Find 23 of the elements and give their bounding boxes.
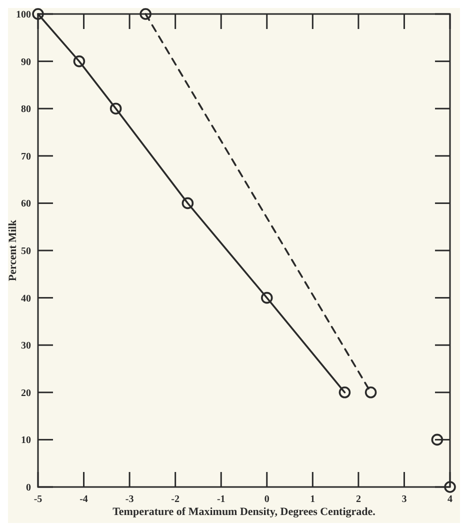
x-tick-label: 0 <box>264 494 270 505</box>
x-tick-label: 3 <box>402 494 407 505</box>
x-axis-title: Temperature of Maximum Density, Degrees Centigrade. <box>112 506 376 518</box>
x-tick-label: 2 <box>356 494 361 505</box>
y-tick-label: 100 <box>16 10 31 20</box>
x-tick-label: 4 <box>448 494 452 505</box>
y-tick-label: 50 <box>21 246 31 257</box>
y-tick-label: 80 <box>21 104 31 116</box>
y-tick-label: 60 <box>21 198 31 210</box>
y-tick-label: 30 <box>21 340 31 352</box>
x-tick-label: 1 <box>310 494 316 505</box>
x-tick-label: -2 <box>171 494 180 505</box>
y-tick-label: 90 <box>21 56 31 68</box>
x-tick-label: -1 <box>216 494 226 505</box>
x-tick-label: -5 <box>34 494 42 505</box>
y-tick-label: 20 <box>21 388 31 399</box>
y-tick-label: 0 <box>26 482 31 494</box>
x-tick-label: -4 <box>80 494 88 505</box>
y-tick-label: 70 <box>21 151 31 162</box>
y-axis-title: Percent Milk <box>7 219 19 282</box>
y-tick-label: 40 <box>21 293 31 304</box>
y-tick-label: 10 <box>21 435 31 446</box>
x-tick-label: -3 <box>125 494 134 505</box>
